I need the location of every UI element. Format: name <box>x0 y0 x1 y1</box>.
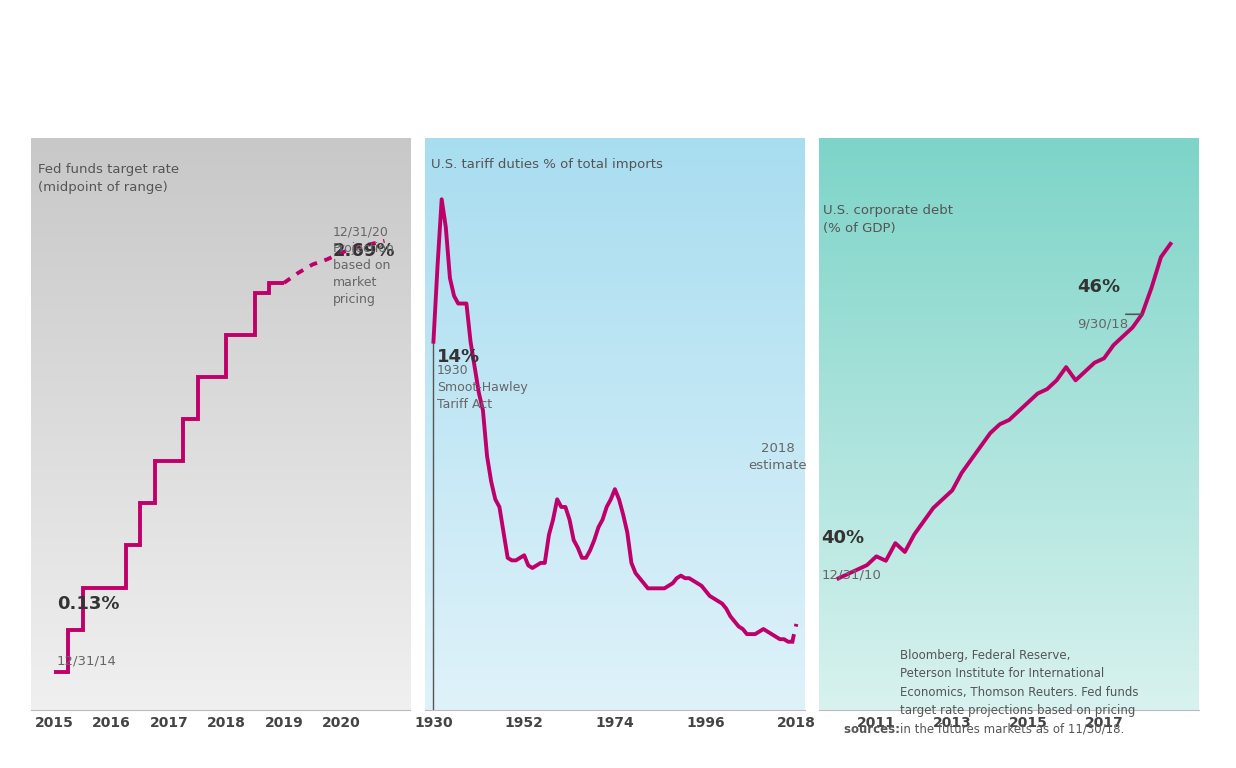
Text: TOO MUCH DEBT: TOO MUCH DEBT <box>925 101 1094 118</box>
Text: 2018
estimate: 2018 estimate <box>749 442 807 472</box>
Text: 12/31/20
Projection
based on
market
pricing: 12/31/20 Projection based on market pric… <box>332 225 394 306</box>
Text: 40%: 40% <box>822 529 864 547</box>
Text: U.S. corporate debt
(% of GDP): U.S. corporate debt (% of GDP) <box>823 204 953 235</box>
Text: 1930
Smoot-Hawley
Tariff Act: 1930 Smoot-Hawley Tariff Act <box>436 364 528 411</box>
Text: Fed funds target rate
(midpoint of range): Fed funds target rate (midpoint of range… <box>38 164 179 194</box>
Text: 12/31/14: 12/31/14 <box>57 655 116 668</box>
Text: U.S. tariff duties % of total imports: U.S. tariff duties % of total imports <box>431 157 664 170</box>
Text: TIGHTENING: TIGHTENING <box>158 101 283 118</box>
Text: 9/30/18: 9/30/18 <box>1078 317 1128 330</box>
Text: 14%: 14% <box>436 348 480 366</box>
Text: 2.69%: 2.69% <box>332 242 396 260</box>
Text: 12/31/10: 12/31/10 <box>822 568 881 581</box>
Text: sources:: sources: <box>844 723 905 736</box>
Text: TRADE: TRADE <box>581 101 649 118</box>
Text: 46%: 46% <box>1078 278 1121 296</box>
Text: Bloomberg, Federal Reserve,
Peterson Institute for International
Economics, Thom: Bloomberg, Federal Reserve, Peterson Ins… <box>900 649 1138 736</box>
Text: 0.13%: 0.13% <box>57 595 119 614</box>
